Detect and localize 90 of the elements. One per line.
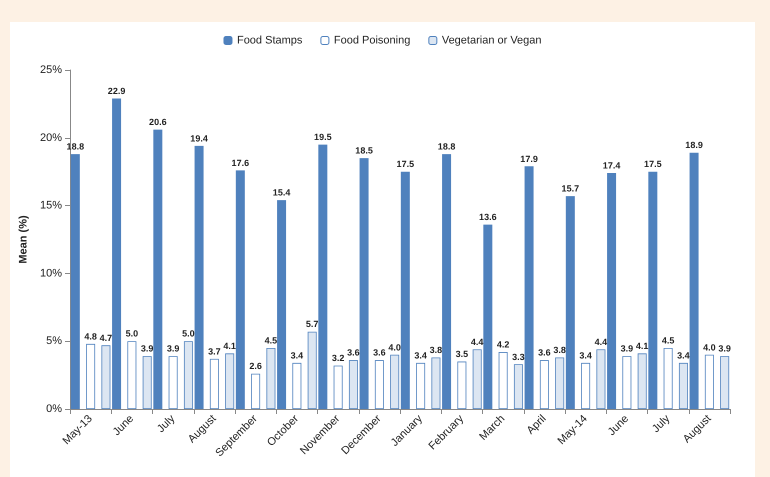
data-label: 4.7 xyxy=(100,332,112,343)
data-label: 3.4 xyxy=(579,350,592,360)
data-label: 5.0 xyxy=(182,328,195,339)
bar xyxy=(720,356,730,409)
bar xyxy=(457,362,466,409)
bar xyxy=(498,352,508,409)
data-label: 4.2 xyxy=(496,340,510,350)
bar xyxy=(153,130,162,409)
bar xyxy=(127,341,136,409)
bar xyxy=(292,362,302,409)
y-tick-label: 25% xyxy=(40,64,62,76)
data-label: 19.5 xyxy=(314,132,332,142)
data-label: 3.4 xyxy=(414,350,427,360)
x-tick-label: July xyxy=(650,412,673,436)
legend-label: Food Poisoning xyxy=(334,34,410,46)
data-label: 3.2 xyxy=(332,353,344,364)
data-label: 19.4 xyxy=(190,133,208,144)
data-label: 3.9 xyxy=(718,344,731,354)
bar xyxy=(390,354,400,409)
data-label: 18.5 xyxy=(355,146,373,156)
bar xyxy=(400,172,410,409)
data-label: 3.6 xyxy=(538,348,551,358)
data-label: 2.6 xyxy=(249,361,262,372)
data-label: 4.0 xyxy=(388,342,401,352)
bar xyxy=(142,356,152,409)
bar xyxy=(581,362,590,409)
data-label: 17.9 xyxy=(520,154,538,164)
data-label: 3.9 xyxy=(166,344,180,354)
bar xyxy=(225,353,234,409)
bar xyxy=(210,358,219,409)
y-tick-label: 0% xyxy=(46,403,62,415)
data-label: 13.6 xyxy=(479,212,497,222)
y-tick-label: 10% xyxy=(40,267,62,280)
data-label: 3.7 xyxy=(208,346,221,356)
bar xyxy=(168,356,178,409)
data-label: 18.9 xyxy=(685,140,703,150)
data-label: 18.8 xyxy=(66,142,84,152)
data-label: 4.4 xyxy=(470,336,484,347)
data-label: 3.8 xyxy=(553,344,566,355)
data-label: 5.0 xyxy=(126,328,138,339)
bar xyxy=(555,357,564,409)
data-label: 20.6 xyxy=(149,117,167,128)
bar xyxy=(664,348,673,409)
bar xyxy=(416,362,426,409)
x-tick-label: July xyxy=(155,412,178,436)
data-label: 17.4 xyxy=(602,160,620,171)
bar xyxy=(622,356,632,409)
data-label: 4.1 xyxy=(636,340,648,351)
bar xyxy=(638,353,647,409)
data-label: 15.7 xyxy=(562,184,580,194)
data-label: 3.3 xyxy=(512,352,525,362)
data-label: 3.9 xyxy=(620,344,634,354)
y-tick-label: 20% xyxy=(40,132,62,144)
data-label: 4.0 xyxy=(703,342,716,352)
bar xyxy=(374,360,384,409)
bar xyxy=(472,349,482,409)
bar xyxy=(236,170,245,409)
bar xyxy=(566,196,575,409)
bar xyxy=(318,144,328,409)
data-label: 5.7 xyxy=(306,319,318,330)
bar xyxy=(483,224,492,409)
data-label: 3.6 xyxy=(347,348,360,358)
data-label: 17.5 xyxy=(644,159,662,170)
bar xyxy=(334,366,343,409)
y-tick-label: 15% xyxy=(40,200,62,212)
data-label: 17.6 xyxy=(232,158,250,168)
bar xyxy=(648,172,658,409)
data-label: 17.5 xyxy=(396,159,414,170)
bar xyxy=(86,344,96,409)
y-axis-title: Mean (%) xyxy=(18,215,30,264)
data-label: 4.5 xyxy=(264,335,278,346)
data-label: 3.6 xyxy=(373,348,386,358)
data-label: 3.4 xyxy=(290,350,304,360)
bar xyxy=(70,154,80,409)
legend-label: Food Stamps xyxy=(236,34,303,46)
data-label: 4.8 xyxy=(84,331,97,342)
data-label: 15.4 xyxy=(272,188,290,198)
data-label: 4.1 xyxy=(223,340,236,351)
data-label: 4.5 xyxy=(662,335,674,346)
bar xyxy=(308,332,317,409)
bar xyxy=(704,354,714,409)
bar xyxy=(251,374,260,409)
data-label: 22.9 xyxy=(108,86,126,96)
data-label: 3.5 xyxy=(456,349,468,360)
y-tick-label: 5% xyxy=(46,335,62,348)
legend-label: Vegetarian or Vegan xyxy=(442,34,542,46)
bar xyxy=(540,360,549,409)
data-label: 18.8 xyxy=(438,142,456,152)
data-label: 3.8 xyxy=(430,344,442,355)
data-label: 3.9 xyxy=(140,344,154,354)
